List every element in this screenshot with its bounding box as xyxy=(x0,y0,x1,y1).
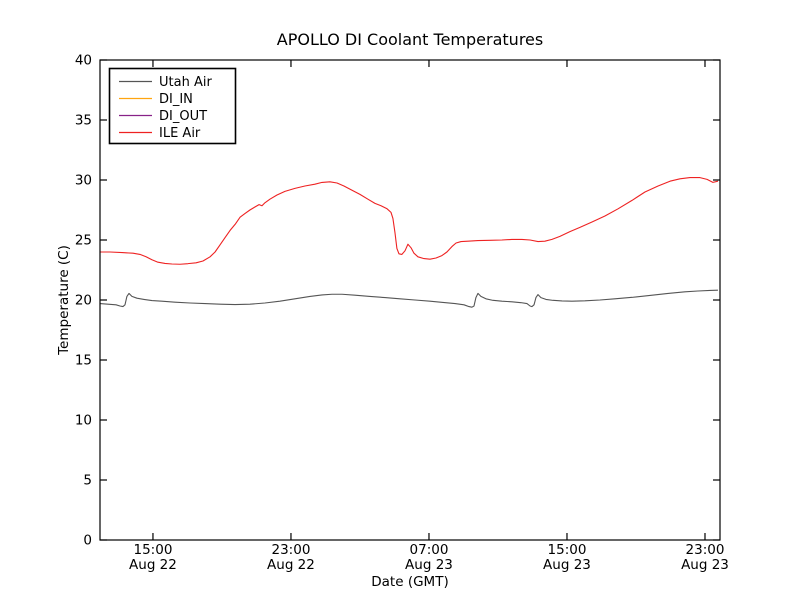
x-tick-date-label: Aug 22 xyxy=(267,557,315,573)
y-tick-label: 10 xyxy=(75,413,92,429)
y-tick-label: 35 xyxy=(75,113,92,129)
y-tick-label: 25 xyxy=(75,233,92,249)
y-tick-label: 40 xyxy=(75,53,92,69)
y-tick-label: 20 xyxy=(75,293,92,309)
legend-label-ile-air: ILE Air xyxy=(159,126,201,141)
y-tick-label: 0 xyxy=(83,533,92,549)
y-axis-label: Temperature (C) xyxy=(56,245,72,356)
x-tick-time-label: 07:00 xyxy=(410,542,449,558)
legend-label-utah-air: Utah Air xyxy=(159,75,212,90)
x-tick-time-label: 15:00 xyxy=(134,542,173,558)
y-tick-label: 15 xyxy=(75,353,92,369)
series-line-utah-air xyxy=(99,289,718,308)
x-tick-time-label: 23:00 xyxy=(272,542,311,558)
axis-ticks xyxy=(100,59,720,541)
series-lines xyxy=(99,177,720,541)
legend-label-di-in: DI_IN xyxy=(159,92,193,107)
x-tick-time-label: 15:00 xyxy=(548,542,587,558)
x-tick-date-label: Aug 23 xyxy=(543,557,591,573)
y-tick-label: 5 xyxy=(83,473,92,489)
x-tick-date-label: Aug 23 xyxy=(405,557,453,573)
legend-box: Utah Air DI_IN DI_OUT ILE Air xyxy=(108,67,237,145)
x-tick-date-label: Aug 22 xyxy=(129,557,177,573)
series-line-ile-air xyxy=(100,177,719,265)
x-tick-date-label: Aug 23 xyxy=(681,557,729,573)
chart-title: APOLLO DI Coolant Temperatures xyxy=(277,30,543,49)
x-tick-time-label: 23:00 xyxy=(686,542,725,558)
y-tick-label: 30 xyxy=(75,173,92,189)
legend-label-di-out: DI_OUT xyxy=(159,109,207,124)
x-axis-label: Date (GMT) xyxy=(371,574,448,590)
